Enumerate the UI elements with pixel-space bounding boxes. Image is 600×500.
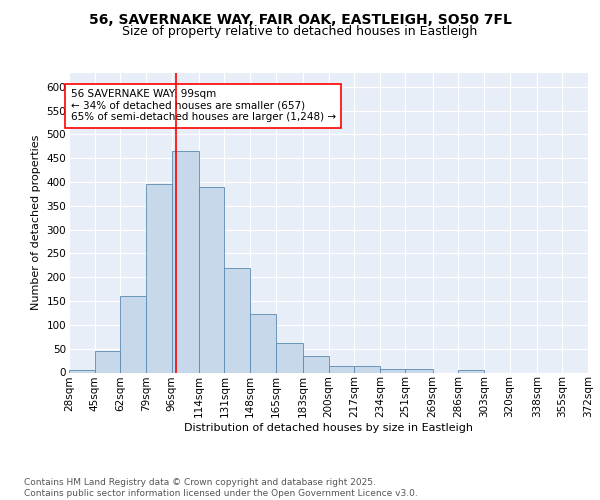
Bar <box>275 343 303 372</box>
Bar <box>69 370 95 372</box>
Bar <box>406 369 433 372</box>
Bar <box>303 356 329 372</box>
Text: Contains HM Land Registry data © Crown copyright and database right 2025.
Contai: Contains HM Land Registry data © Crown c… <box>24 478 418 498</box>
Bar <box>458 370 484 372</box>
X-axis label: Distribution of detached houses by size in Eastleigh: Distribution of detached houses by size … <box>184 423 473 433</box>
Bar <box>172 151 199 372</box>
Bar <box>329 366 354 372</box>
Bar <box>250 314 275 372</box>
Bar <box>146 184 172 372</box>
Text: Size of property relative to detached houses in Eastleigh: Size of property relative to detached ho… <box>122 25 478 38</box>
Bar <box>224 268 250 372</box>
Bar <box>120 296 146 372</box>
Text: 56 SAVERNAKE WAY: 99sqm
← 34% of detached houses are smaller (657)
65% of semi-d: 56 SAVERNAKE WAY: 99sqm ← 34% of detache… <box>71 89 335 122</box>
Bar <box>380 369 406 372</box>
Text: 56, SAVERNAKE WAY, FAIR OAK, EASTLEIGH, SO50 7FL: 56, SAVERNAKE WAY, FAIR OAK, EASTLEIGH, … <box>89 12 511 26</box>
Y-axis label: Number of detached properties: Number of detached properties <box>31 135 41 310</box>
Bar <box>199 187 224 372</box>
Bar <box>354 366 380 372</box>
Bar <box>95 351 120 372</box>
